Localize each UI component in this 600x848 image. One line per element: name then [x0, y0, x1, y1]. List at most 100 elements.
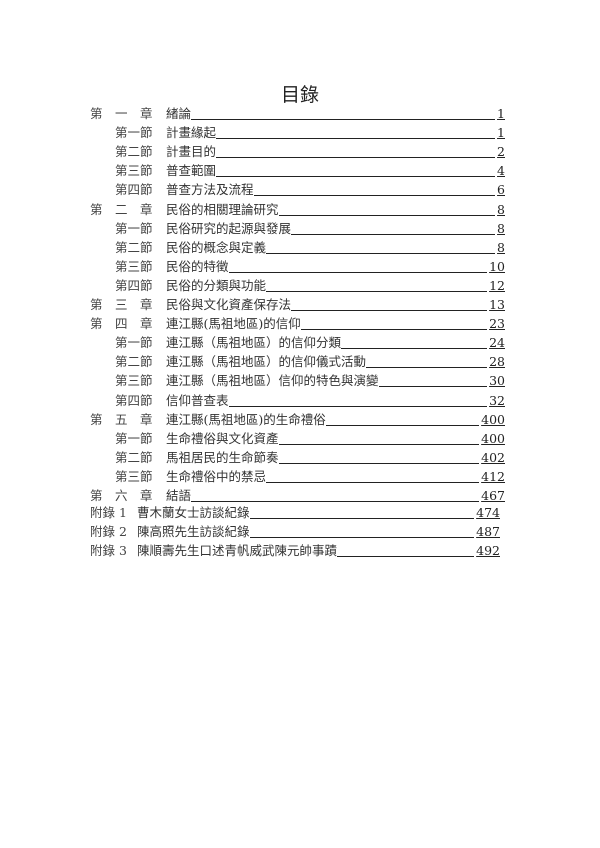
entry-label: 第二節	[115, 354, 153, 370]
entry-title: 民俗的分類與功能	[166, 277, 267, 293]
toc-entry[interactable]: 第四節 普查方法及流程 6	[90, 180, 505, 198]
entry-title: 民俗的特徵	[166, 258, 229, 274]
toc-entry[interactable]: 第一節 生命禮俗與文化資產 400	[90, 429, 505, 447]
toc-entry[interactable]: 第 五 章連江縣(馬祖地區)的生命禮俗 400	[90, 410, 505, 428]
toc-entry[interactable]: 第四節 民俗的分類與功能 12	[90, 276, 505, 294]
entry-title: 生命禮俗與文化資產	[166, 430, 279, 446]
toc-entry[interactable]: 第 四 章連江縣(馬祖地區)的信仰 23	[90, 314, 505, 332]
page-number: 402	[481, 449, 505, 465]
toc-entry[interactable]: 第二節 馬祖居民的生命節奏 402	[90, 448, 505, 466]
entry-label: 第三節	[115, 468, 153, 484]
entry-label: 第四節	[115, 277, 153, 293]
entry-title: 陳高照先生訪談紀錄	[137, 524, 250, 540]
entry-title: 連江縣(馬祖地區)的生命禮俗	[166, 411, 326, 427]
page-number: 13	[489, 297, 505, 312]
leader-line	[278, 443, 480, 445]
toc-entry[interactable]: 第三節 民俗的特徵 10	[90, 257, 505, 275]
leader-line	[249, 536, 475, 539]
entry-title: 民俗的概念與定義	[166, 239, 267, 255]
entry-title: 緒論	[166, 106, 192, 121]
toc-entry[interactable]: 第二節 計畫目的 2	[90, 142, 505, 160]
page-number: 474	[476, 505, 500, 520]
toc-entry[interactable]: 第一節 民俗研究的起源與發展 8	[90, 219, 505, 237]
page-number: 412	[481, 468, 505, 484]
leader-line	[266, 290, 488, 292]
entry-title: 普查方法及流程	[166, 182, 254, 198]
entry-label: 第二節	[115, 449, 153, 465]
page-number: 8	[497, 201, 505, 217]
page-number: 8	[497, 239, 505, 255]
leader-line	[278, 462, 480, 464]
entry-title: 普查範圍	[166, 163, 217, 179]
leader-line	[253, 194, 496, 197]
entry-label: 第三節	[115, 373, 153, 389]
leader-line	[378, 385, 488, 388]
leader-line	[191, 118, 496, 120]
entry-label: 第三節	[115, 258, 153, 274]
entry-label: 第一節	[115, 430, 153, 446]
page-number: 2	[497, 144, 505, 160]
entry-title: 連江縣(馬祖地區)的信仰	[166, 316, 301, 332]
page-number: 30	[489, 373, 505, 389]
leader-line	[325, 424, 480, 426]
entry-label: 第 六 章	[90, 488, 153, 503]
entry-label: 第二節	[115, 239, 153, 255]
entry-label: 第四節	[115, 182, 153, 198]
toc-entry[interactable]: 附錄 1 曹木蘭女士訪談紀錄 474	[90, 503, 500, 521]
page-number: 8	[497, 220, 505, 236]
page-number: 10	[489, 258, 505, 274]
toc-entry[interactable]: 附錄 2 陳高照先生訪談紀錄 487	[90, 522, 500, 540]
entry-title: 生命禮俗中的禁忌	[166, 468, 267, 484]
leader-line	[300, 328, 488, 331]
page-number: 32	[489, 392, 505, 408]
entry-title: 連江縣（馬祖地區）信仰的特色與演變	[166, 373, 379, 389]
entry-title: 計畫緣起	[166, 125, 217, 141]
leader-line	[291, 309, 488, 311]
entry-label: 第 二 章	[90, 201, 153, 217]
entry-label: 第四節	[115, 392, 153, 408]
toc-entry[interactable]: 第三節 連江縣（馬祖地區）信仰的特色與演變 30	[90, 371, 505, 389]
leader-line	[228, 271, 488, 273]
leader-line	[266, 252, 496, 254]
entry-label: 附錄 1	[90, 505, 127, 520]
page-number: 28	[489, 354, 505, 370]
page-number: 4	[497, 163, 505, 179]
toc-entry[interactable]: 第 六 章結語 467	[90, 486, 505, 504]
page-number: 23	[489, 316, 505, 332]
leader-line	[216, 137, 496, 140]
toc-entry[interactable]: 第三節 生命禮俗中的禁忌 412	[90, 467, 505, 485]
toc-entry[interactable]: 第四節 信仰普查表 32	[90, 391, 505, 409]
leader-line	[216, 156, 496, 159]
page-number: 6	[497, 182, 505, 198]
leader-line	[216, 175, 496, 178]
entry-title: 結語	[166, 488, 192, 503]
entry-label: 附錄 3	[90, 543, 127, 559]
toc-entry[interactable]: 第一節 計畫緣起 1	[90, 123, 505, 141]
toc-entry[interactable]: 第 三 章民俗與文化資產保存法 13	[90, 295, 505, 313]
toc-entry[interactable]: 第二節 民俗的概念與定義 8	[90, 238, 505, 256]
entry-title: 曹木蘭女士訪談紀錄	[137, 505, 250, 520]
entry-label: 附錄 2	[90, 524, 127, 540]
entry-title: 計畫目的	[166, 144, 217, 160]
toc-entry[interactable]: 第 二 章民俗的相關理論研究 8	[90, 200, 505, 218]
leader-line	[337, 555, 475, 558]
page-number: 1	[497, 125, 505, 141]
page-number: 400	[481, 430, 505, 446]
entry-label: 第一節	[115, 220, 153, 236]
toc-entry[interactable]: 附錄 3 陳順壽先生口述青帆威武陳元帥事蹟 492	[90, 541, 500, 559]
leader-line	[291, 233, 496, 235]
toc-entry[interactable]: 第 一 章緒論 1	[90, 104, 505, 122]
leader-line	[341, 347, 488, 350]
entry-label: 第 五 章	[90, 411, 153, 427]
entry-label: 第二節	[115, 144, 153, 160]
entry-label: 第一節	[115, 335, 153, 351]
page-title: 目錄	[280, 84, 319, 106]
entry-label: 第 一 章	[90, 106, 153, 121]
entry-label: 第 四 章	[90, 316, 153, 332]
toc-entry[interactable]: 第三節 普查範圍 4	[90, 161, 505, 179]
toc-entry[interactable]: 第一節 連江縣（馬祖地區）的信仰分類 24	[90, 333, 505, 351]
leader-line	[266, 481, 480, 483]
toc-entry[interactable]: 第二節 連江縣（馬祖地區）的信仰儀式活動 28	[90, 352, 505, 370]
leader-line	[249, 517, 475, 519]
entry-label: 第 三 章	[90, 297, 153, 312]
